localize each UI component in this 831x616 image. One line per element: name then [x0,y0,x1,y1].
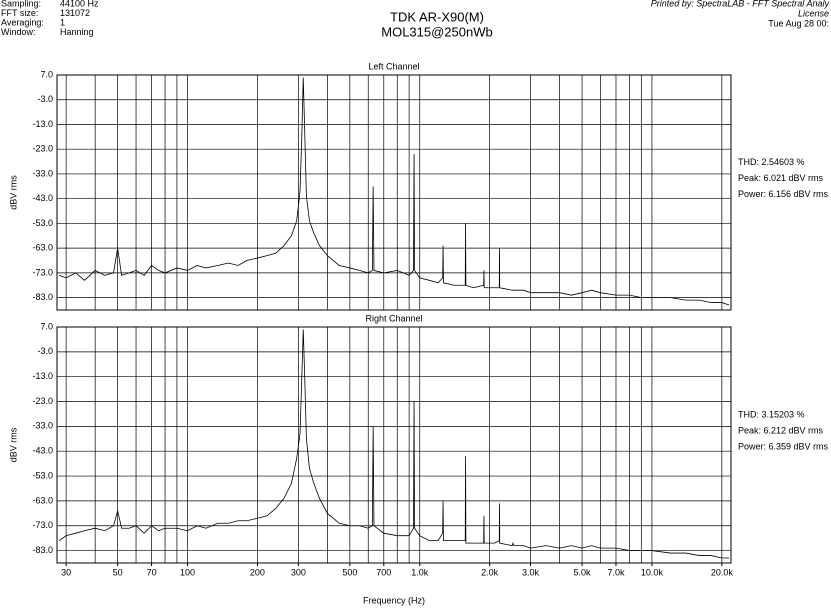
y-tick-label: -13.0 [32,119,53,129]
y-axis-label: dBV rms [8,427,18,462]
info-key: Window: [1,27,36,37]
annotation: Peak: 6.021 dBV rms [738,173,824,183]
annotation: THD: 2.54603 % [738,157,805,167]
x-tick-label: 500 [342,567,357,577]
annotation: Peak: 6.212 dBV rms [738,425,824,435]
y-tick-label: -73.0 [32,520,53,530]
spectrum-line [58,329,730,559]
info-value: 131072 [60,8,90,18]
y-tick-label: 7.0 [40,321,53,331]
page-subtitle: MOL315@250nWb [381,24,492,39]
printed-by: Printed by: SpectraLAB - FFT Spectral An… [651,0,830,8]
chart-title: Right Channel [365,313,422,323]
y-tick-label: -43.0 [32,193,53,203]
x-tick-label: 300 [291,567,306,577]
y-tick-label: -23.0 [32,144,53,154]
y-tick-label: 7.0 [40,69,53,79]
page-title: TDK AR-X90(M) [390,9,484,24]
x-tick-label: 50 [113,567,123,577]
info-key: Sampling: [1,0,41,8]
x-tick-label: 30 [61,567,71,577]
y-tick-label: -13.0 [32,371,53,381]
license: License [798,8,829,18]
info-key: Averaging: [1,17,44,27]
plot-frame [56,74,732,311]
x-tick-label: 2.0k [481,567,499,577]
x-tick-label: 1.0k [411,567,429,577]
plot-frame [56,326,732,564]
x-tick-label: 5.0k [574,567,592,577]
y-axis-label: dBV rms [8,175,18,210]
info-value: Hanning [60,27,94,37]
y-tick-label: -63.0 [32,495,53,505]
annotation: THD: 3.15203 % [738,409,805,419]
y-tick-label: -3.0 [37,94,53,104]
spectrum-line [59,77,730,306]
info-value: 1 [60,17,65,27]
y-tick-label: -33.0 [32,168,53,178]
y-tick-label: -83.0 [32,292,53,302]
x-tick-label: 7.0k [607,567,625,577]
y-tick-label: -43.0 [32,446,53,456]
y-tick-label: -83.0 [32,545,53,555]
annotation: Power: 6.156 dBV rms [738,189,829,199]
y-tick-label: -23.0 [32,396,53,406]
y-tick-label: -53.0 [32,470,53,480]
y-tick-label: -3.0 [37,346,53,356]
annotation: Power: 6.359 dBV rms [738,441,829,451]
chart-title: Left Channel [368,61,419,71]
y-tick-label: -33.0 [32,421,53,431]
x-tick-label: 3.0k [522,567,540,577]
y-tick-label: -73.0 [32,267,53,277]
x-tick-label: 70 [147,567,157,577]
info-value: 44100 Hz [60,0,99,8]
info-key: FFT size: [1,8,38,18]
x-tick-label: 700 [376,567,391,577]
print-date: Tue Aug 28 00: [768,18,829,28]
x-tick-label: 200 [250,567,265,577]
x-tick-label: 100 [180,567,195,577]
y-tick-label: -53.0 [32,218,53,228]
y-tick-label: -63.0 [32,243,53,253]
x-tick-label: 20.0k [711,567,734,577]
x-tick-label: 10.0k [641,567,664,577]
x-axis-label: Frequency (Hz) [363,595,425,605]
